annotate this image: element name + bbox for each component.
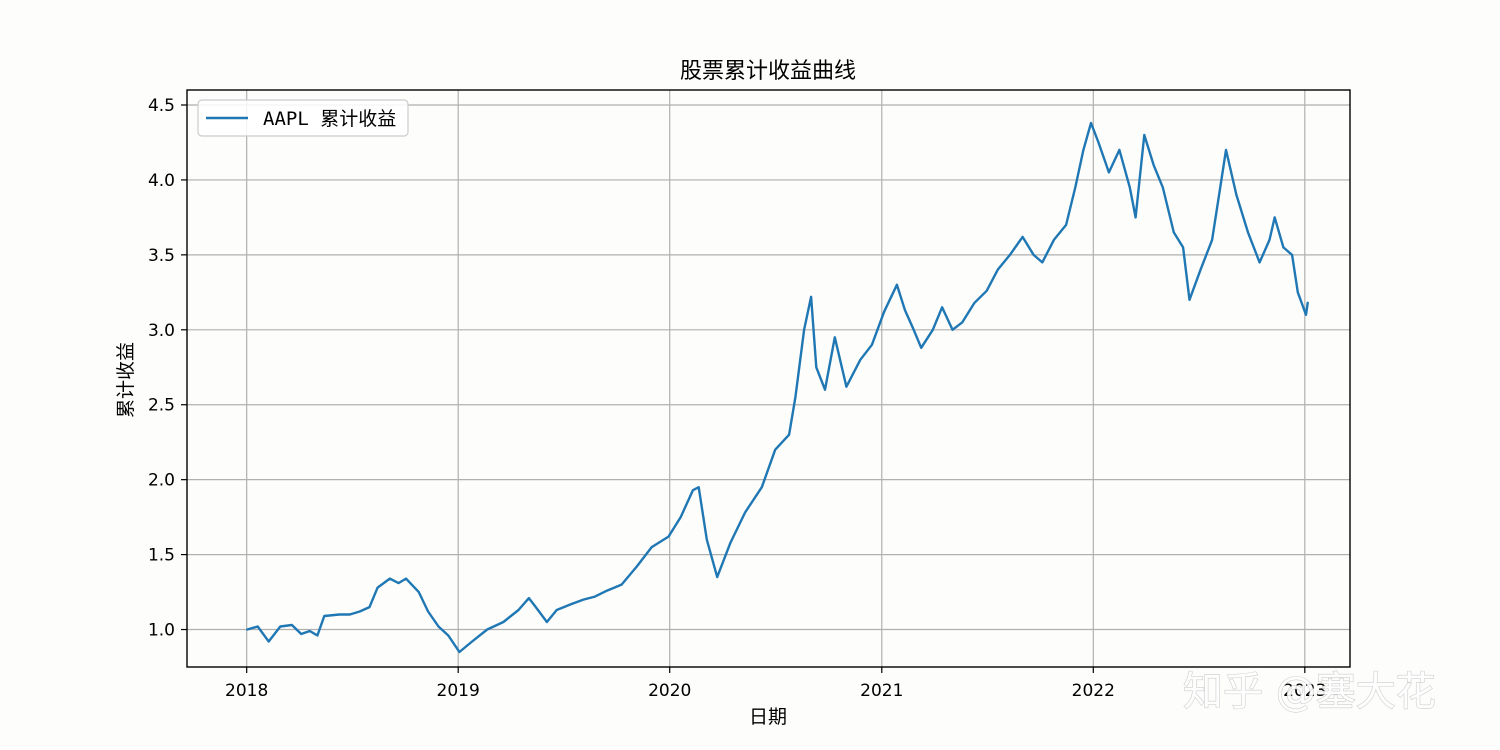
y-tick-label: 4.5 [148, 96, 175, 116]
x-tick-label: 2023 [1283, 681, 1326, 701]
x-tick-label: 2019 [437, 681, 480, 701]
legend-label: AAPL 累计收益 [263, 108, 396, 130]
x-axis-title: 日期 [749, 706, 787, 728]
y-axis-title: 累计收益 [115, 342, 137, 418]
series-line-aapl [246, 121, 1309, 654]
y-tick-label: 4.0 [148, 171, 175, 191]
x-tick-label: 2018 [225, 681, 268, 701]
chart-title: 股票累计收益曲线 [680, 59, 856, 84]
plot-frame [186, 89, 1351, 668]
x-tick-label: 2020 [648, 681, 691, 701]
y-tick-label: 2.5 [148, 396, 175, 416]
y-tick-label: 3.5 [148, 246, 175, 266]
watermark-text: 知乎 @塞大花 [1183, 669, 1436, 715]
y-tick-label: 2.0 [148, 471, 175, 491]
x-tick-label: 2021 [860, 681, 903, 701]
legend: AAPL 累计收益 [197, 99, 409, 137]
axis-ticks: 2018 2019 2020 2021 2022 2023 1.0 1.5 2.0 2.5 3.0 3… [148, 96, 1326, 701]
y-tick-label: 1.0 [148, 621, 175, 641]
legend-box [197, 99, 409, 137]
y-tick-label: 3.0 [148, 321, 175, 341]
x-tick-label: 2022 [1072, 681, 1115, 701]
y-tick-label: 1.5 [148, 546, 175, 566]
grid-lines [187, 90, 1350, 667]
